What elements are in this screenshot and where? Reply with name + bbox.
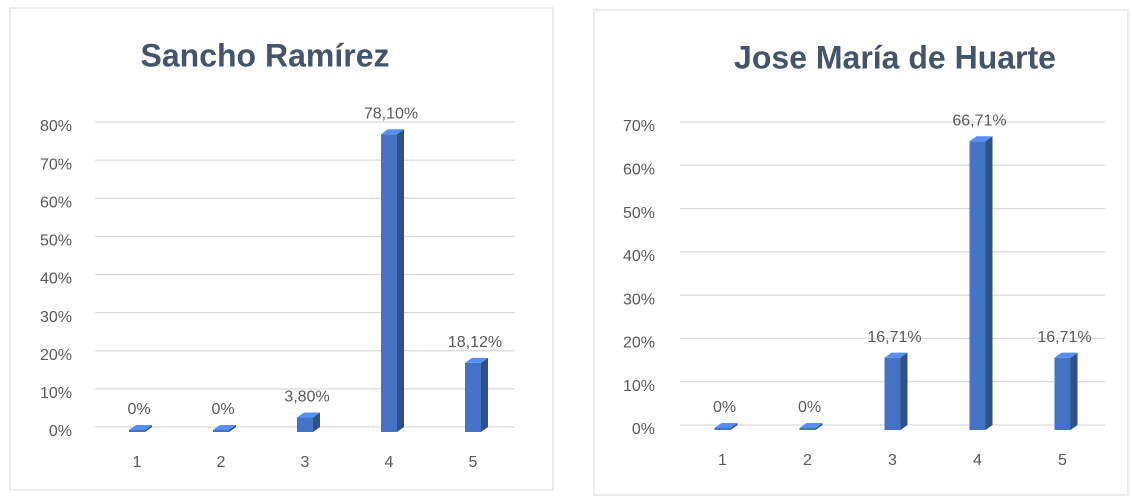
data-label: 0% <box>798 399 821 416</box>
y-tick-label: 40% <box>40 271 72 288</box>
data-label: 78,10% <box>364 105 418 122</box>
bar-side <box>229 425 236 432</box>
bar-side <box>481 357 488 432</box>
x-tick-label: 2 <box>217 454 226 471</box>
x-tick-label: 4 <box>973 452 982 469</box>
bar-side <box>397 129 404 432</box>
bar-top <box>297 412 320 418</box>
chart-title: Sancho Ramírez <box>141 37 390 73</box>
bar <box>465 357 488 432</box>
bar-front <box>465 362 481 432</box>
y-tick-label: 20% <box>623 335 655 352</box>
y-tick-label: 60% <box>40 194 72 211</box>
chart: Sancho Ramírez0%10%20%30%40%50%60%70%80%… <box>40 37 515 471</box>
bar-top <box>799 423 823 428</box>
bar-side <box>145 425 152 432</box>
y-tick-label: 60% <box>623 162 655 179</box>
bar-front <box>129 430 145 432</box>
x-tick-label: 4 <box>385 454 394 471</box>
chart-title: Jose María de Huarte <box>734 39 1056 75</box>
y-tick-label: 0% <box>632 421 655 438</box>
x-tick-label: 5 <box>1058 452 1067 469</box>
data-label: 0% <box>211 401 234 418</box>
y-tick-label: 70% <box>623 118 655 135</box>
bar-top <box>714 423 738 428</box>
bar-top <box>465 357 488 363</box>
data-label: 16,71% <box>1037 329 1091 346</box>
bar-top <box>381 129 404 135</box>
y-tick-label: 20% <box>40 347 72 364</box>
x-tick-label: 5 <box>469 454 478 471</box>
y-tick-label: 30% <box>40 309 72 326</box>
bar <box>381 129 404 432</box>
chart: Jose María de Huarte0%10%20%30%40%50%60%… <box>623 39 1105 469</box>
bar-front <box>969 141 986 430</box>
bar-front <box>297 417 313 432</box>
bar-side <box>1070 352 1078 430</box>
bar-front <box>1054 357 1071 430</box>
y-tick-label: 0% <box>49 423 72 440</box>
bar-side <box>985 136 993 430</box>
y-tick-label: 80% <box>40 118 72 135</box>
data-label: 0% <box>127 401 150 418</box>
bar-side <box>815 423 823 430</box>
bar-front <box>799 428 816 430</box>
bar <box>297 412 320 432</box>
bar <box>714 423 738 430</box>
x-tick-label: 3 <box>888 452 897 469</box>
bar <box>129 425 152 432</box>
data-label: 0% <box>713 399 736 416</box>
bar-top <box>213 425 236 430</box>
bar-side <box>730 423 738 430</box>
y-tick-label: 40% <box>623 248 655 265</box>
bar-front <box>714 428 731 430</box>
bar <box>213 425 236 432</box>
y-tick-label: 70% <box>40 156 72 173</box>
bar-front <box>213 430 229 432</box>
bar <box>884 352 908 430</box>
x-tick-label: 1 <box>718 452 727 469</box>
data-label: 18,12% <box>448 334 502 351</box>
y-tick-label: 10% <box>40 385 72 402</box>
data-label: 16,71% <box>867 329 921 346</box>
x-tick-label: 1 <box>133 454 142 471</box>
bar <box>969 136 993 430</box>
x-tick-label: 2 <box>803 452 812 469</box>
bar-front <box>884 357 901 430</box>
bar-side <box>900 352 908 430</box>
bar-top <box>129 425 152 430</box>
y-tick-label: 50% <box>623 205 655 222</box>
bar-front <box>381 134 397 432</box>
data-label: 3,80% <box>284 389 329 406</box>
data-label: 66,71% <box>952 112 1006 129</box>
bar <box>799 423 823 430</box>
y-tick-label: 50% <box>40 233 72 250</box>
bar-top <box>969 136 993 142</box>
x-tick-label: 3 <box>301 454 310 471</box>
bar-side <box>313 412 320 432</box>
y-tick-label: 30% <box>623 291 655 308</box>
bar-top <box>1054 352 1078 358</box>
y-tick-label: 10% <box>623 378 655 395</box>
bar <box>1054 352 1078 430</box>
panel <box>9 7 554 491</box>
panel <box>593 9 1129 496</box>
bar-top <box>884 352 908 358</box>
